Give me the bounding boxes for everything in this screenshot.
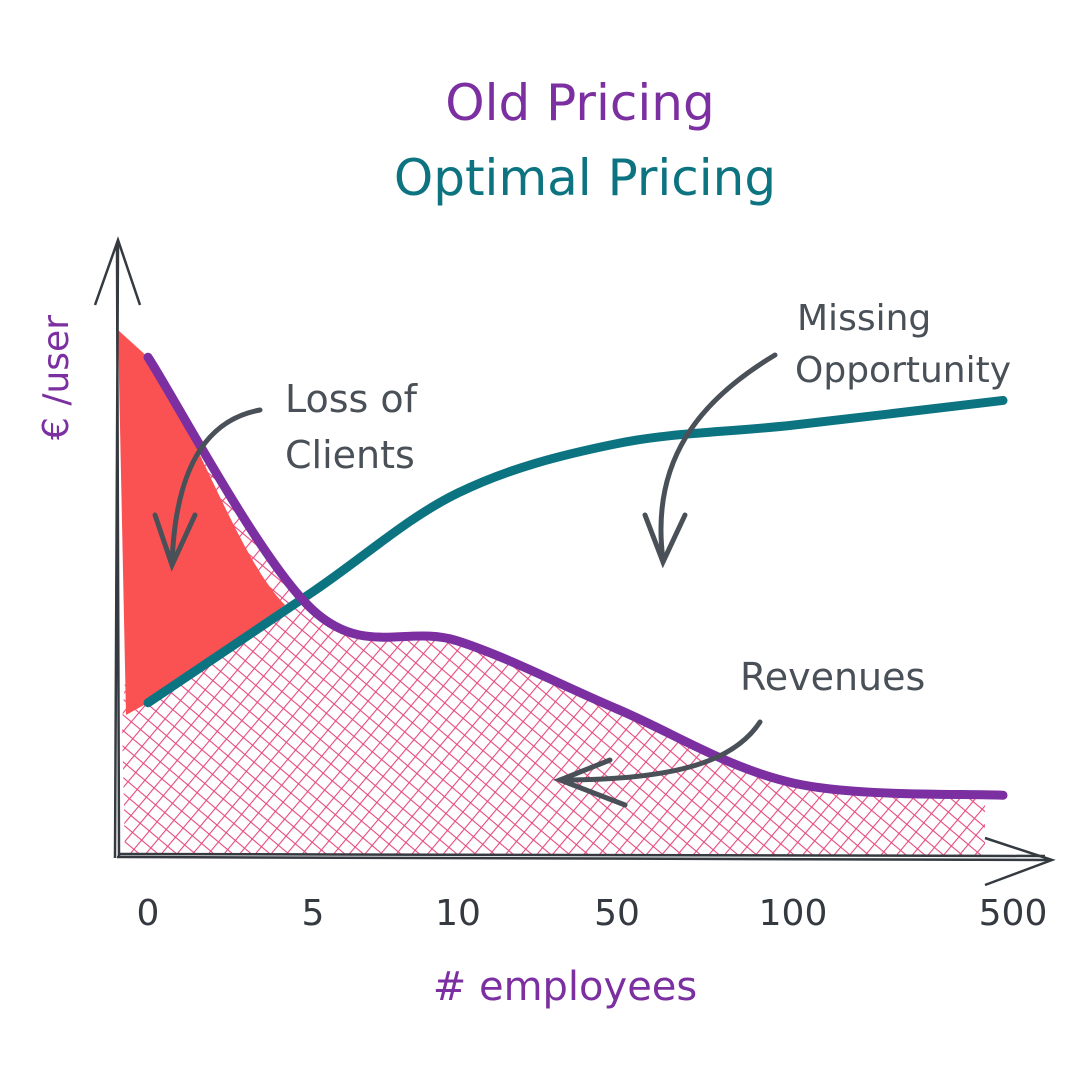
axes: [93, 236, 1056, 887]
y-axis-label: € /user: [36, 315, 77, 440]
annotation-arrows: [152, 352, 778, 808]
y-axis: [113, 241, 121, 859]
annotation-loss-1: Loss of: [285, 377, 419, 421]
optimal-pricing-line: [143, 395, 1008, 708]
x-tick-label: 10: [435, 893, 481, 934]
annotation-loss-2: Clients: [285, 433, 415, 477]
loss-of-clients-region: [118, 330, 285, 715]
x-tick-label: 50: [594, 893, 640, 934]
revenues-region: [122, 357, 1003, 855]
x-tick-label: 500: [979, 893, 1048, 934]
title-old-pricing: Old Pricing: [445, 74, 714, 132]
y-axis-arrow-icon: [93, 236, 142, 306]
revenues-arrow-icon: [557, 719, 763, 783]
missing-arrow-icon: [658, 352, 778, 563]
revenues-arrowhead-icon: [553, 757, 628, 808]
missing-arrowhead-icon: [642, 512, 688, 569]
loss-arrowhead-icon: [152, 512, 198, 572]
x-axis-label: # employees: [433, 964, 698, 1010]
x-axis-arrow-icon: [984, 836, 1056, 887]
x-tick-label: 0: [137, 893, 160, 934]
title-optimal-pricing: Optimal Pricing: [394, 149, 776, 207]
annotation-missing-1: Missing: [797, 298, 931, 339]
loss-arrow-icon: [169, 407, 263, 568]
x-axis: [116, 852, 1051, 862]
x-tick-label: 100: [759, 893, 828, 934]
old-pricing-line: [143, 352, 1008, 800]
annotation-revenues: Revenues: [740, 655, 925, 699]
x-tick-label: 5: [302, 893, 325, 934]
annotation-missing-2: Opportunity: [795, 350, 1011, 391]
